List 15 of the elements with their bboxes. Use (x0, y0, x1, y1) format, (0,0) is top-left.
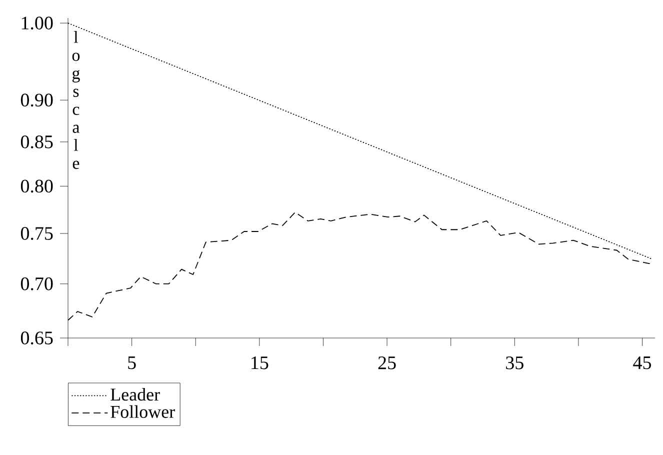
y-tick-label: 0.70 (20, 277, 53, 290)
x-tick-label: 5 (128, 356, 136, 370)
x-tick-label: 25 (378, 356, 396, 370)
y-tick-label: 0.90 (20, 94, 53, 107)
y-tick-label: 0.80 (20, 180, 53, 193)
x-tick-label: 15 (252, 356, 268, 370)
y-tick-label: 0.65 (20, 332, 53, 344)
y-tick-label: 0.85 (20, 135, 53, 148)
legend-label: Leader (110, 388, 160, 401)
legend-label: Follower (110, 405, 175, 418)
y-tick-label: 1.00 (22, 16, 53, 30)
x-tick-label: 35 (506, 356, 524, 370)
y-axis-title: log scale (72, 30, 80, 169)
y-tick-label: 0.75 (20, 227, 53, 240)
x-tick-label: 45 (633, 356, 652, 370)
